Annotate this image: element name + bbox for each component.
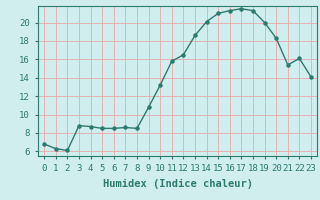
X-axis label: Humidex (Indice chaleur): Humidex (Indice chaleur) <box>103 179 252 189</box>
